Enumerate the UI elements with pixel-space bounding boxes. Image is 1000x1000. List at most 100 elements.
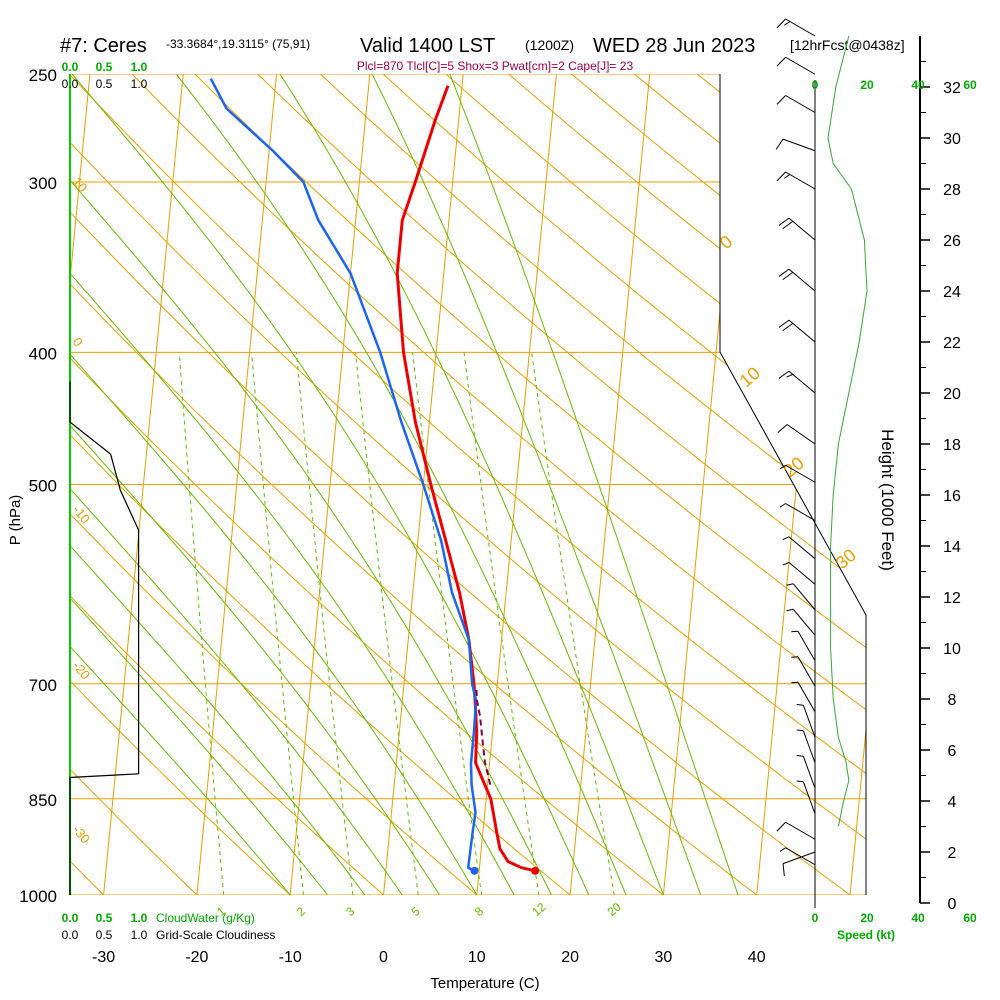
- isotherm: [289, 74, 371, 895]
- height-tick-label: 4: [948, 794, 957, 811]
- pressure-tick-label: 1000: [19, 887, 57, 906]
- wind-barb: [791, 630, 816, 661]
- height-tick-label: 8: [948, 692, 957, 709]
- wind-barb: [778, 370, 816, 394]
- temperature-tick-label: -30: [92, 949, 115, 966]
- speed-tick-top: 20: [860, 78, 874, 92]
- cloudwater-scale-top: 0.5: [96, 60, 113, 74]
- moist-adiabat: [279, 74, 664, 895]
- height-tick-label: 26: [943, 233, 961, 250]
- isotherm: [849, 74, 866, 895]
- station-title: #7: Ceres: [60, 35, 147, 57]
- dry-adiabat: [320, 74, 866, 895]
- surface-temperature-dot: [531, 866, 540, 875]
- speed-tick-top: 40: [911, 78, 925, 92]
- moist-adiabat-label: 0: [716, 231, 737, 253]
- cloudiness-scale-top: 0.5: [96, 77, 113, 91]
- dry-adiabat: [70, 74, 664, 895]
- moist-adiabat: [70, 74, 552, 895]
- temperature-tick-label: 10: [468, 949, 486, 966]
- temperature-tick-label: 30: [655, 949, 673, 966]
- height-tick-label: 10: [943, 641, 961, 658]
- wind-barb: [796, 780, 816, 814]
- moist-adiabat: [70, 74, 291, 895]
- cloudwater-scale-bottom: 1.0: [131, 911, 148, 925]
- plot-frame: [719, 74, 867, 895]
- wind-barb: [776, 821, 816, 840]
- pressure-tick-label: 300: [29, 174, 57, 193]
- dry-adiabat: [70, 74, 478, 895]
- speed-tick-bottom: 60: [963, 911, 977, 925]
- moist-adiabat-label: 20: [780, 453, 808, 481]
- mixing-ratio-line: [178, 352, 225, 895]
- wind-barb: [786, 608, 816, 636]
- cloudwater-scale-bottom: 0.0: [62, 911, 79, 925]
- isotherm: [103, 74, 184, 895]
- mixing-ratio-label: 12: [529, 900, 548, 920]
- pressure-tick-label: 400: [29, 344, 57, 363]
- height-tick-label: 22: [943, 335, 961, 352]
- sounding-profiles: [209, 78, 540, 875]
- wind-barb: [776, 56, 816, 75]
- moist-adiabat: [71, 74, 590, 895]
- wind-barb: [776, 18, 816, 37]
- wind-barb: [782, 851, 816, 876]
- moist-adiabat: [70, 74, 478, 895]
- dry-adiabat: [70, 74, 866, 895]
- dry-adiabat: [194, 74, 866, 895]
- grid-lines: [70, 74, 866, 895]
- cloudwater-scale-top: 1.0: [131, 60, 148, 74]
- wind-barb: [776, 171, 816, 190]
- valid-time: Valid 1400 LST: [360, 35, 495, 57]
- moist-adiabat-label: 30: [832, 545, 860, 573]
- isotherm: [70, 74, 91, 895]
- wind-barb: [776, 95, 816, 113]
- station-coords: -33.3684°,19.3115° (75,91): [166, 37, 310, 51]
- height-axis-label: Height (1000 Feet): [878, 429, 897, 571]
- height-tick-label: 24: [943, 284, 961, 301]
- forecast-date: WED 28 Jun 2023: [593, 35, 755, 57]
- height-tick-label: 6: [948, 743, 957, 760]
- sounding-indices: Plcl=870 Tlcl[C]=5 Shox=3 Pwat[cm]=2 Cap…: [357, 59, 634, 73]
- dry-adiabat: [70, 74, 851, 895]
- dry-adiabat: [822, 74, 866, 895]
- isotherm: [196, 74, 278, 895]
- isotherm: [476, 74, 557, 895]
- dry-adiabat-label: -20: [70, 658, 94, 682]
- temperature-tick-label: 0: [379, 949, 388, 966]
- cloudwater-label: CloudWater (g/Kg): [156, 911, 255, 925]
- mixing-ratio-label: 3: [343, 904, 357, 919]
- dry-adiabat-label: -30: [70, 822, 94, 846]
- forecast-run: [12hrFcst@0438z]: [790, 37, 905, 53]
- speed-tick-bottom: 40: [911, 911, 925, 925]
- cloudiness-scale-bottom: 1.0: [131, 928, 148, 942]
- wind-barb: [791, 681, 816, 712]
- dry-adiabat-label: 10: [70, 174, 91, 195]
- side-panels: [69, 18, 868, 909]
- moist-adiabat: [175, 74, 627, 895]
- dry-adiabat-label: -10: [70, 502, 94, 526]
- height-tick-label: 30: [943, 131, 961, 148]
- temperature-tick-label: -10: [279, 949, 302, 966]
- dry-adiabat: [70, 74, 198, 895]
- wind-barb: [779, 503, 816, 521]
- moist-adiabat: [70, 74, 403, 895]
- speed-tick-top: 0: [812, 78, 819, 92]
- y-axis-label: P (hPa): [7, 495, 24, 546]
- temperature-tick-label: 20: [561, 949, 579, 966]
- speed-tick-top: 60: [963, 78, 977, 92]
- height-tick-label: 32: [943, 80, 961, 97]
- height-tick-label: 28: [943, 182, 961, 199]
- moist-adiabat-label: 10: [736, 363, 764, 391]
- wind-barb: [775, 138, 816, 152]
- height-tick-label: 2: [948, 845, 957, 862]
- mixing-ratio-label: 5: [409, 904, 423, 919]
- wind-speed-profile: [827, 35, 868, 827]
- moist-adiabat: [70, 74, 515, 895]
- cloudwater-scale-top: 0.0: [62, 60, 79, 74]
- wind-barb: [779, 464, 816, 483]
- wind-barb: [796, 729, 816, 763]
- pressure-tick-label: 850: [29, 791, 57, 810]
